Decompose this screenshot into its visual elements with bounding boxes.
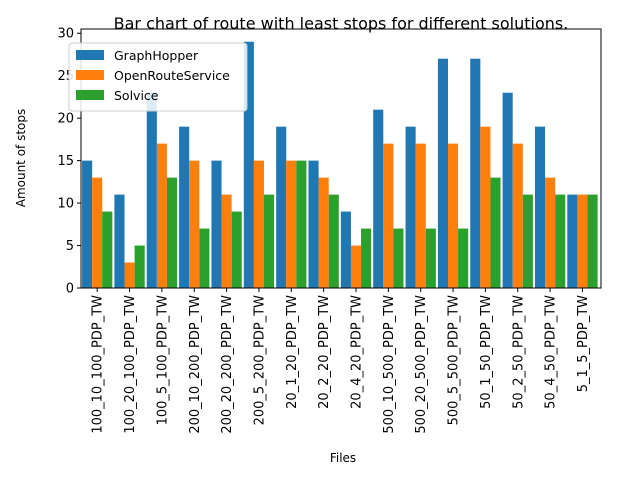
x-tick-label: 100_5_100_PDP_TW: [155, 295, 170, 426]
bar-openrouteservice-7: [318, 177, 329, 288]
bar-graphhopper-15: [567, 194, 578, 288]
bar-solvice-7: [328, 194, 339, 288]
x-tick-label: 500_20_500_PDP_TW: [414, 295, 429, 434]
bar-graphhopper-1: [114, 194, 125, 288]
bar-openrouteservice-9: [383, 143, 394, 288]
x-tick-label: 50_1_50_PDP_TW: [479, 295, 494, 409]
x-axis: 100_10_100_PDP_TW 100_20_100_PDP_TW 100_5_…: [91, 288, 591, 434]
bar-solvice-6: [296, 160, 307, 288]
y-tick-label: 15: [57, 154, 74, 169]
y-axis-label: Amount of stops: [14, 109, 28, 208]
x-tick-label: 20_1_20_PDP_TW: [285, 295, 300, 409]
bar-openrouteservice-10: [415, 143, 426, 288]
bar-openrouteservice-13: [512, 143, 523, 288]
bar-solvice-9: [393, 228, 404, 288]
bar-solvice-8: [361, 228, 372, 288]
bar-openrouteservice-12: [480, 126, 491, 288]
x-tick-label: 200_5_200_PDP_TW: [252, 295, 267, 426]
bar-graphhopper-5: [243, 41, 254, 288]
legend-swatch-graphhopper: [76, 50, 104, 60]
bar-solvice-0: [102, 211, 113, 288]
y-tick-label: 5: [66, 239, 74, 254]
bar-solvice-11: [458, 228, 469, 288]
bar-graphhopper-6: [276, 126, 287, 288]
legend-swatch-openrouteservice: [76, 70, 104, 80]
chart-title: Bar chart of route with least stops for …: [114, 14, 569, 33]
bar-graphhopper-11: [437, 58, 448, 288]
bar-openrouteservice-14: [545, 177, 556, 288]
bars-group: [82, 41, 598, 288]
bar-graphhopper-4: [211, 160, 222, 288]
plot-frame: [80, 28, 602, 289]
bar-solvice-1: [134, 245, 145, 288]
x-tick-label: 100_20_100_PDP_TW: [123, 295, 138, 434]
bar-solvice-5: [264, 194, 275, 288]
bar-graphhopper-13: [502, 92, 513, 288]
x-tick-label: 200_10_200_PDP_TW: [188, 295, 203, 434]
y-tick-label: 30: [57, 27, 74, 42]
bar-solvice-12: [490, 177, 501, 288]
legend-swatch-solvice: [76, 90, 104, 100]
bar-openrouteservice-3: [189, 160, 200, 288]
x-tick-label: 200_20_200_PDP_TW: [220, 295, 235, 434]
bar-graphhopper-8: [340, 211, 351, 288]
legend: GraphHopper OpenRouteService Solvice: [68, 42, 248, 112]
x-tick-label: 500_10_500_PDP_TW: [382, 295, 397, 434]
legend-label-solvice: Solvice: [114, 88, 159, 103]
bar-solvice-14: [555, 194, 566, 288]
x-tick-label: 50_4_50_PDP_TW: [544, 295, 559, 409]
x-tick-label: 50_2_50_PDP_TW: [511, 295, 526, 409]
bar-graphhopper-14: [534, 126, 546, 288]
legend-label-graphhopper: GraphHopper: [114, 48, 199, 63]
bar-solvice-3: [199, 228, 210, 288]
bar-solvice-10: [425, 228, 436, 288]
bar-graphhopper-7: [308, 160, 319, 288]
bar-openrouteservice-15: [577, 194, 588, 288]
bar-graphhopper-0: [82, 160, 93, 288]
bar-graphhopper-3: [179, 126, 190, 288]
bar-solvice-13: [522, 194, 533, 288]
legend-box: [68, 42, 248, 112]
x-axis-label: Files: [330, 451, 356, 465]
bar-openrouteservice-6: [286, 160, 297, 288]
bar-graphhopper-9: [373, 109, 384, 288]
bar-openrouteservice-11: [448, 143, 459, 288]
bar-openrouteservice-0: [92, 177, 103, 288]
bar-openrouteservice-1: [124, 262, 135, 288]
x-tick-label: 5_1_5_PDP_TW: [576, 295, 591, 392]
bar-graphhopper-2: [146, 92, 157, 288]
legend-label-openrouteservice: OpenRouteService: [114, 68, 230, 83]
y-tick-label: 20: [57, 112, 74, 127]
bar-openrouteservice-4: [221, 194, 232, 288]
bar-solvice-15: [587, 194, 598, 288]
x-tick-label: 100_10_100_PDP_TW: [91, 295, 106, 434]
bar-graphhopper-10: [405, 126, 416, 288]
bar-openrouteservice-8: [350, 245, 362, 288]
y-tick-label: 10: [57, 197, 74, 212]
x-tick-label: 20_4_20_PDP_TW: [350, 295, 365, 409]
x-tick-label: 500_5_500_PDP_TW: [447, 295, 462, 426]
bar-solvice-4: [231, 211, 242, 288]
bar-solvice-2: [166, 177, 178, 288]
bar-graphhopper-12: [470, 58, 481, 288]
bar-openrouteservice-2: [156, 143, 167, 288]
y-tick-label: 0: [66, 282, 74, 297]
x-tick-label: 20_2_20_PDP_TW: [317, 295, 332, 409]
bar-openrouteservice-5: [253, 160, 264, 288]
